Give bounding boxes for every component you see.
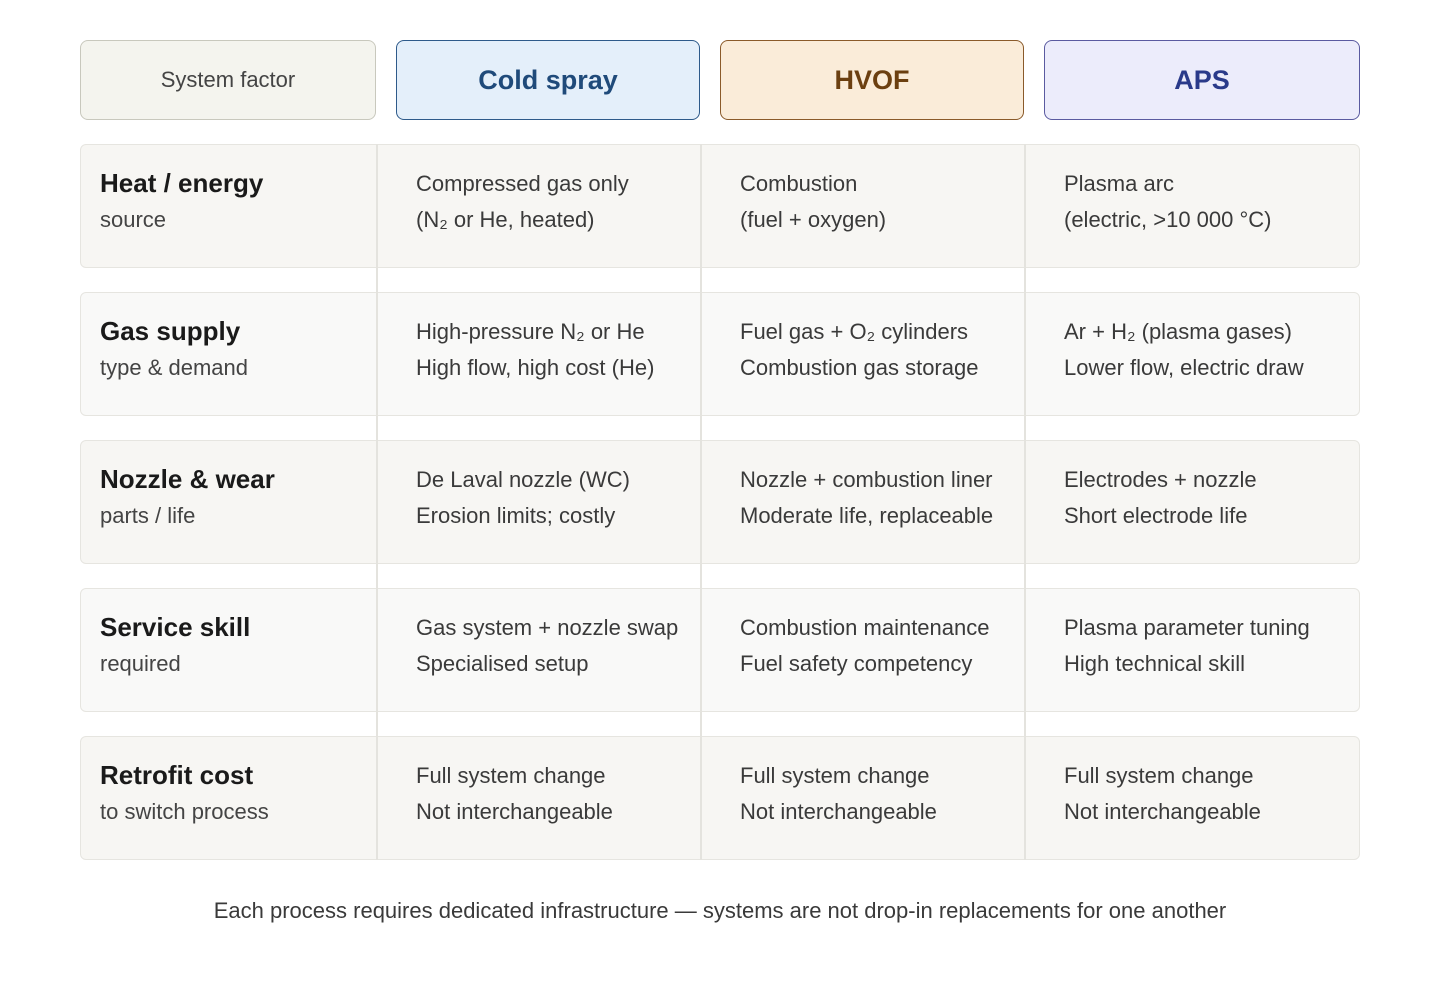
cell-text: Fuel safety competency [740, 651, 973, 676]
column-header: Cold spray [396, 40, 700, 120]
row-sublabel: type & demand [100, 355, 248, 380]
cell-text: Electrodes + nozzle [1064, 467, 1257, 492]
row-label: Gas supply [100, 316, 241, 346]
row-label: Service skill [100, 612, 251, 642]
cell-text: Full system change [740, 763, 930, 788]
column-header: System factor [80, 40, 376, 120]
table-row [80, 144, 1360, 268]
cell-text: Full system change [416, 763, 606, 788]
row-sublabel: source [100, 207, 167, 232]
cell-text: Moderate life, replaceable [740, 503, 994, 528]
cell-text: High flow, high cost (He) [416, 355, 655, 380]
table-row [80, 736, 1360, 860]
column-divider [376, 144, 378, 860]
cell-text: (fuel + oxygen) [740, 207, 887, 232]
cell-text: Plasma parameter tuning [1064, 615, 1310, 640]
column-divider [1024, 144, 1026, 860]
cell-text: Nozzle + combustion liner [740, 467, 993, 492]
cell-text: Specialised setup [416, 651, 589, 676]
table-row [80, 588, 1360, 712]
column-divider [700, 144, 702, 860]
column-header: HVOF [720, 40, 1024, 120]
cell-text: High-pressure N₂ or He [416, 319, 645, 344]
cell-text: Lower flow, electric draw [1064, 355, 1304, 380]
cell-text: Combustion gas storage [740, 355, 979, 380]
cell-text: Ar + H₂ (plasma gases) [1064, 319, 1293, 344]
row-sublabel: to switch process [100, 799, 269, 824]
cell-text: Erosion limits; costly [416, 503, 616, 528]
cell-text: Not interchangeable [1064, 799, 1261, 824]
cell-text: (electric, >10 000 °C) [1064, 207, 1272, 232]
row-label: Nozzle & wear [100, 464, 275, 494]
cell-text: Short electrode life [1064, 503, 1248, 528]
cell-text: Not interchangeable [416, 799, 613, 824]
cell-text: (N₂ or He, heated) [416, 207, 595, 232]
cell-text: Plasma arc [1064, 171, 1175, 196]
cell-text: Not interchangeable [740, 799, 937, 824]
cell-text: Fuel gas + O₂ cylinders [740, 319, 969, 344]
cell-text: Full system change [1064, 763, 1254, 788]
row-label: Retrofit cost [100, 760, 254, 790]
column-header: APS [1044, 40, 1360, 120]
footer-note: Each process requires dedicated infrastr… [213, 898, 1227, 923]
row-sublabel: parts / life [100, 503, 196, 528]
table-row [80, 440, 1360, 564]
cell-text: Combustion maintenance [740, 615, 990, 640]
row-sublabel: required [100, 651, 181, 676]
row-label: Heat / energy [100, 168, 264, 198]
cell-text: High technical skill [1064, 651, 1245, 676]
cell-text: Combustion [740, 171, 858, 196]
cell-text: Gas system + nozzle swap [416, 615, 679, 640]
cell-text: Compressed gas only [416, 171, 629, 196]
table-row [80, 292, 1360, 416]
cell-text: De Laval nozzle (WC) [416, 467, 630, 492]
